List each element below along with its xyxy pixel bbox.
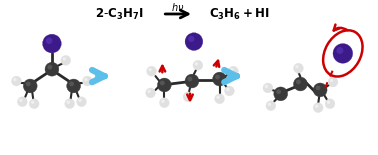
Circle shape xyxy=(188,36,194,42)
Circle shape xyxy=(61,55,71,65)
Circle shape xyxy=(29,99,39,109)
Circle shape xyxy=(187,77,192,81)
Circle shape xyxy=(17,97,27,107)
Circle shape xyxy=(78,99,82,102)
Circle shape xyxy=(183,92,193,102)
Circle shape xyxy=(228,66,238,76)
Circle shape xyxy=(158,78,171,92)
Circle shape xyxy=(276,89,281,94)
Circle shape xyxy=(195,62,198,66)
Circle shape xyxy=(294,63,304,73)
Circle shape xyxy=(185,94,188,97)
Circle shape xyxy=(147,66,156,76)
Circle shape xyxy=(77,97,87,107)
Circle shape xyxy=(161,100,164,103)
Circle shape xyxy=(43,34,61,53)
Circle shape xyxy=(67,79,81,93)
Circle shape xyxy=(225,86,234,96)
Circle shape xyxy=(316,85,321,90)
Circle shape xyxy=(328,77,338,87)
Circle shape xyxy=(62,57,66,61)
Circle shape xyxy=(296,80,301,84)
Circle shape xyxy=(327,100,330,104)
Circle shape xyxy=(265,85,268,88)
Circle shape xyxy=(263,83,273,93)
Circle shape xyxy=(336,47,343,54)
Circle shape xyxy=(84,78,88,81)
Circle shape xyxy=(45,62,59,76)
Circle shape xyxy=(13,78,17,81)
Circle shape xyxy=(160,80,165,85)
Text: $h\nu$: $h\nu$ xyxy=(172,1,185,13)
Circle shape xyxy=(19,99,23,102)
Circle shape xyxy=(26,82,31,86)
Circle shape xyxy=(315,104,318,108)
Circle shape xyxy=(213,72,226,86)
Circle shape xyxy=(325,99,335,109)
Circle shape xyxy=(185,33,203,51)
Circle shape xyxy=(215,94,225,104)
Circle shape xyxy=(31,100,34,104)
Circle shape xyxy=(266,101,276,111)
Circle shape xyxy=(193,60,203,70)
Circle shape xyxy=(313,103,323,113)
Circle shape xyxy=(67,100,70,104)
Circle shape xyxy=(215,75,220,79)
Circle shape xyxy=(11,76,22,86)
Circle shape xyxy=(333,44,353,63)
Circle shape xyxy=(146,88,155,98)
Circle shape xyxy=(294,77,307,91)
Circle shape xyxy=(48,65,52,70)
Circle shape xyxy=(82,76,92,86)
Circle shape xyxy=(147,90,151,93)
Circle shape xyxy=(148,68,152,71)
Circle shape xyxy=(46,38,53,44)
Circle shape xyxy=(295,65,299,69)
Text: $\mathbf{2\text{-}C_3H_7I}$: $\mathbf{2\text{-}C_3H_7I}$ xyxy=(95,7,143,22)
Circle shape xyxy=(268,102,271,106)
Circle shape xyxy=(185,74,199,88)
Circle shape xyxy=(330,79,333,82)
Circle shape xyxy=(69,82,74,86)
Circle shape xyxy=(230,68,234,71)
Circle shape xyxy=(274,87,288,101)
Circle shape xyxy=(160,98,169,108)
Text: $\mathbf{C_3H_6 + HI}$: $\mathbf{C_3H_6 + HI}$ xyxy=(209,7,270,22)
Circle shape xyxy=(65,99,74,109)
Circle shape xyxy=(216,96,220,99)
Circle shape xyxy=(226,88,230,91)
Circle shape xyxy=(313,83,327,97)
Circle shape xyxy=(23,79,37,93)
